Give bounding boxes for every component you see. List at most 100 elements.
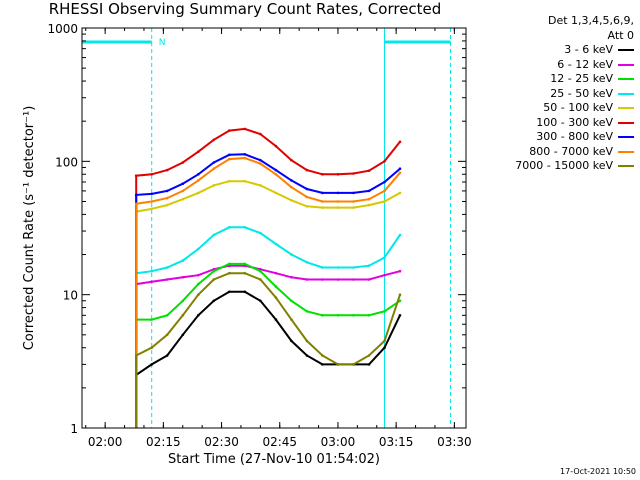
data-point [197,173,200,176]
data-point [305,168,309,172]
data-point [398,314,402,317]
legend-item-6: 300 - 800 keV [515,130,634,145]
data-point [150,207,153,211]
data-point [367,169,371,172]
data-point [321,200,324,203]
data-point [305,187,309,191]
data-point [228,153,231,157]
data-point [352,172,355,175]
data-point [228,226,231,229]
data-point [367,189,371,193]
data-point [321,191,324,195]
data-point [274,242,278,246]
data-point [305,205,309,208]
data-point [274,285,278,288]
data-point [181,189,185,193]
data-point [197,273,200,277]
data-point [336,314,340,317]
data-point [165,278,169,281]
data-point [165,196,169,200]
data-point [150,346,153,350]
legend-swatch [618,92,634,95]
data-point [290,199,293,202]
data-point [259,132,262,136]
data-point [290,179,293,182]
data-point [197,191,200,195]
data-point [181,276,185,279]
data-point [352,200,355,203]
data-point [181,259,185,262]
data-point [165,354,169,357]
chart-legend: Det 1,3,4,5,6,9, Att 0 3 - 6 keV 6 - 12 k… [515,14,634,174]
data-point [165,189,169,193]
legend-item-label: 3 - 6 keV [564,43,613,56]
data-point [383,273,386,277]
data-point [212,278,216,281]
data-point [352,314,355,317]
data-point [305,278,309,281]
y-tick-label: 1 [70,422,78,436]
data-point [305,261,309,264]
data-point [228,179,231,183]
data-point [212,167,216,170]
data-point [367,354,371,357]
legend-item-4: 50 - 100 keV [515,101,634,116]
data-point [367,314,371,317]
chart-title: RHESSI Observing Summary Count Rates, Co… [48,0,442,18]
series-line-7 [135,156,401,428]
data-point [290,158,293,162]
data-point [197,179,200,182]
data-point [259,158,262,162]
data-point [259,278,262,281]
data-point [134,202,138,206]
data-point [321,206,324,209]
legend-item-label: 12 - 25 keV [550,72,613,85]
data-point [336,363,340,366]
data-point [352,206,355,209]
data-point [321,278,324,281]
data-point [212,161,216,164]
data-point [398,269,402,273]
data-point [197,282,200,286]
data-point [274,191,278,195]
legend-item-3: 25 - 50 keV [515,87,634,102]
data-point [321,173,324,176]
data-point [274,144,278,148]
series-line-1 [135,264,401,428]
data-point [321,354,324,357]
data-point [134,174,138,177]
data-point [150,363,153,366]
legend-item-label: 50 - 100 keV [543,101,613,114]
x-tick-label: 03:30 [437,435,472,449]
plot-frame [81,27,467,429]
data-point [321,266,324,269]
data-point [383,310,386,313]
data-point [134,354,138,357]
data-point [259,162,262,165]
legend-item-7: 800 - 7000 keV [515,145,634,160]
data-point [197,314,200,317]
data-point [274,271,278,275]
data-point [383,200,386,203]
data-point [134,193,138,197]
x-tick-label: 02:00 [88,435,123,449]
legend-swatch [618,121,634,124]
data-point [274,318,278,321]
data-point [197,150,200,153]
data-point [150,192,153,196]
data-point [165,314,169,317]
data-point [352,191,355,195]
data-point [367,278,371,281]
data-point [290,253,293,256]
data-point [274,173,278,176]
data-point [352,278,355,281]
data-point [150,173,153,176]
y-tick-label: 1000 [47,22,78,36]
data-point [181,161,185,164]
data-point [274,168,278,172]
data-point [165,333,169,337]
data-point [259,269,262,273]
data-point [165,266,169,269]
data-point [383,346,386,350]
legend-swatch [618,63,634,66]
